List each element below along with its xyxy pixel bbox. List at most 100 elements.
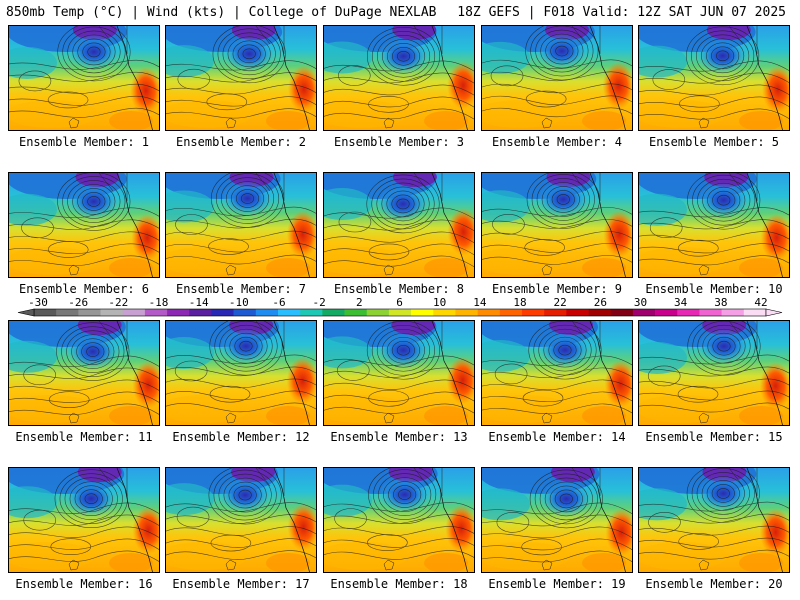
- ensemble-map-panel: [481, 172, 633, 278]
- ensemble-map-panel: [165, 172, 317, 278]
- temperature-contour-map: [482, 26, 632, 130]
- temperature-contour-map: [639, 173, 789, 277]
- color-scale-tick-label: -14: [189, 297, 209, 309]
- color-scale-swatch: [344, 309, 368, 316]
- color-scale-swatch: [78, 309, 101, 316]
- color-scale-swatch: [233, 309, 257, 316]
- ensemble-member-label: Ensemble Member: 1: [18, 135, 150, 149]
- ensemble-member-label: Ensemble Member: 9: [491, 282, 623, 296]
- ensemble-map-panel: [323, 172, 475, 278]
- ensemble-member-label: Ensemble Member: 3: [333, 135, 465, 149]
- color-scale-tick-label: -10: [229, 297, 249, 309]
- color-scale-tick-label: 6: [396, 297, 403, 309]
- color-scale-tick-label: -26: [68, 297, 88, 309]
- ensemble-member-label: Ensemble Member: 17: [172, 577, 310, 591]
- ensemble-member-label: Ensemble Member: 13: [330, 430, 468, 444]
- color-scale-tick-label: -6: [272, 297, 285, 309]
- ensemble-map-panel: [481, 25, 633, 131]
- ensemble-map-panel: [638, 320, 790, 426]
- ensemble-member-label: Ensemble Member: 16: [15, 577, 153, 591]
- color-scale-swatch: [411, 309, 434, 316]
- temperature-contour-map: [166, 321, 316, 425]
- color-scale-swatch: [588, 309, 612, 316]
- color-scale-tick-label: 42: [754, 297, 767, 309]
- temperature-contour-map: [166, 468, 316, 572]
- color-scale-swatch: [522, 309, 545, 316]
- color-scale-left-arrow: [17, 308, 35, 317]
- color-scale-swatch: [366, 309, 390, 316]
- color-scale-tick-label: 2: [356, 297, 363, 309]
- ensemble-member-label: Ensemble Member: 20: [645, 577, 783, 591]
- color-scale-tick-label: 10: [433, 297, 446, 309]
- temperature-contour-map: [166, 26, 316, 130]
- color-scale-swatch: [699, 309, 722, 316]
- color-scale-tick-label: 34: [674, 297, 688, 309]
- ensemble-map-panel: [638, 467, 790, 573]
- ensemble-map-panel: [638, 172, 790, 278]
- ensemble-map-panel: [165, 467, 317, 573]
- temperature-contour-map: [9, 468, 159, 572]
- color-scale-tick-label: -22: [108, 297, 128, 309]
- header-title-left: 850mb Temp (°C) | Wind (kts) | College o…: [6, 5, 437, 20]
- color-scale-tick-label: 30: [634, 297, 647, 309]
- color-scale-swatch: [743, 309, 767, 316]
- temperature-contour-map: [324, 468, 474, 572]
- color-scale-swatch: [122, 309, 146, 316]
- ensemble-member-label: Ensemble Member: 12: [172, 430, 310, 444]
- color-scale-swatch: [388, 309, 412, 316]
- color-scale-swatch: [56, 309, 79, 316]
- color-scale-swatch: [433, 309, 456, 316]
- color-scale-swatch: [499, 309, 523, 316]
- color-scale-right-arrow: [765, 308, 783, 317]
- color-scale-swatch: [144, 309, 168, 316]
- temperature-contour-map: [639, 26, 789, 130]
- ensemble-map-panel: [323, 467, 475, 573]
- temperature-contour-map: [9, 26, 159, 130]
- temperature-contour-map: [482, 468, 632, 572]
- color-scale-tick-label: -18: [149, 297, 169, 309]
- temperature-contour-map: [9, 321, 159, 425]
- color-scale-swatch: [610, 309, 634, 316]
- color-scale-swatch: [721, 309, 745, 316]
- temperature-contour-map: [166, 173, 316, 277]
- color-scale-swatch: [477, 309, 501, 316]
- header-title-right: 18Z GEFS | F018 Valid: 12Z SAT JUN 07 20…: [457, 5, 786, 20]
- ensemble-map-panel: [165, 25, 317, 131]
- ensemble-member-label: Ensemble Member: 10: [645, 282, 783, 296]
- color-scale-swatch: [167, 309, 190, 316]
- color-scale-swatch: [322, 309, 345, 316]
- color-scale-tick-label: -30: [28, 297, 48, 309]
- color-scale-tick-label: 18: [513, 297, 526, 309]
- ensemble-member-label: Ensemble Member: 18: [330, 577, 468, 591]
- color-scale-swatch: [455, 309, 478, 316]
- color-scale-swatch: [189, 309, 212, 316]
- temperature-contour-map: [324, 26, 474, 130]
- ensemble-member-label: Ensemble Member: 5: [648, 135, 780, 149]
- ensemble-member-label: Ensemble Member: 15: [645, 430, 783, 444]
- color-scale-tick-label: 38: [714, 297, 727, 309]
- color-scale-swatch: [655, 309, 678, 316]
- ensemble-map-panel: [8, 25, 160, 131]
- ensemble-member-label: Ensemble Member: 19: [488, 577, 626, 591]
- color-scale-graphic: -30 -26 -22 -18 -14 -10 -6 -2 2 6 10 14 18 22 26 30 34 38…: [17, 297, 783, 317]
- ensemble-member-label: Ensemble Member: 2: [175, 135, 307, 149]
- temperature-contour-map: [9, 173, 159, 277]
- ensemble-member-label: Ensemble Member: 11: [15, 430, 153, 444]
- temperature-contour-map: [482, 321, 632, 425]
- color-scale-swatch: [677, 309, 700, 316]
- color-scale-swatch: [566, 309, 589, 316]
- ensemble-map-panel: [8, 467, 160, 573]
- ensemble-map-panel: [8, 172, 160, 278]
- temperature-contour-map: [324, 321, 474, 425]
- ensemble-map-panel: [481, 467, 633, 573]
- color-scale-tick-label: -2: [313, 297, 326, 309]
- ensemble-map-panel: [165, 320, 317, 426]
- ensemble-member-label: Ensemble Member: 7: [175, 282, 307, 296]
- color-scale-swatch: [632, 309, 656, 316]
- color-scale-swatch: [544, 309, 567, 316]
- color-scale-tick-label: 26: [594, 297, 607, 309]
- color-scale-swatch: [278, 309, 301, 316]
- color-scale-swatch: [34, 309, 57, 316]
- color-scale-swatch: [255, 309, 279, 316]
- ensemble-map-panel: [481, 320, 633, 426]
